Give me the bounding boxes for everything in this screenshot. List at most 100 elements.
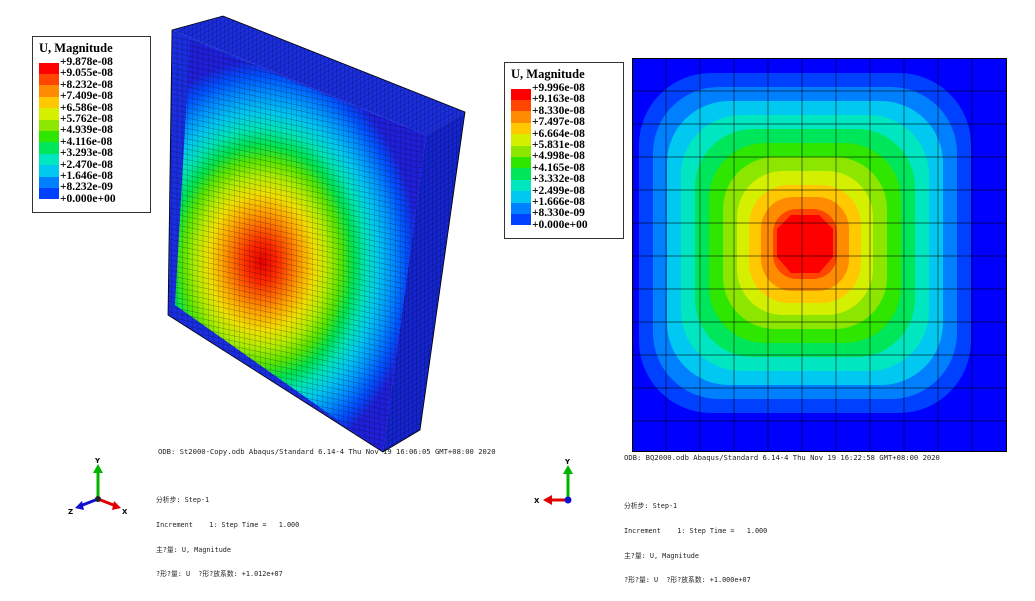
legend-value-label: +8.330e-08 [532, 104, 585, 117]
right-step-line-3: 主?量: U, Magnitude [624, 551, 699, 560]
legend-color-swatch [511, 111, 531, 123]
legend-color-swatch [39, 131, 59, 143]
right-step-line-2: Increment 1: Step Time = 1.000 [624, 527, 768, 536]
legend-entry: +9.996e-08 [511, 82, 617, 101]
legend-value-label: +4.998e-08 [532, 150, 585, 163]
legend-entry: +7.409e-08 [39, 90, 144, 109]
left-viewport[interactable]: U, Magnitude +9.878e-08 +9.055e-08 +8.232e… [0, 0, 500, 578]
legend-entry: +9.163e-08 [511, 93, 617, 112]
legend-color-swatch [511, 145, 531, 158]
right-x-axis-label: X [534, 497, 540, 505]
legend-value-label: +2.499e-08 [532, 184, 585, 197]
legend-value-label: +1.646e-08 [60, 169, 113, 182]
legend-value-label: +0.000e+00 [532, 218, 588, 231]
legend-value-label: +6.664e-08 [532, 127, 585, 140]
legend-entry: +4.939e-08 [39, 124, 144, 143]
legend-entry: +7.497e-08 [511, 116, 617, 135]
legend-color-swatch [511, 168, 531, 180]
legend-value-label: +9.878e-08 [60, 56, 113, 68]
left-step-line-3: 主?量: U, Magnitude [156, 545, 231, 554]
legend-entry: +0.000e+00 [39, 192, 144, 206]
legend-color-swatch [39, 96, 59, 109]
legend-color-swatch [39, 142, 59, 154]
legend-value-label: +3.293e-08 [60, 147, 113, 160]
legend-value-label: +9.996e-08 [532, 82, 585, 94]
legend-color-swatch [39, 187, 59, 200]
legend-color-swatch [511, 157, 531, 169]
left-step-line-4: ?形?量: U ?形?放系数: +1.012e+07 [156, 570, 283, 579]
legend-entry: +8.232e-09 [39, 181, 144, 200]
legend-entry: +8.330e-09 [511, 207, 617, 226]
legend-value-label: +4.165e-08 [532, 161, 585, 174]
right-viewport[interactable]: U, Magnitude +9.996e-08 +9.163e-08 +8.330e… [500, 0, 1035, 584]
legend-entry: +5.831e-08 [511, 138, 617, 158]
legend-color-swatch [39, 119, 59, 132]
legend-value-label: +7.497e-08 [532, 116, 585, 129]
left-odb-info: ODB: St2000-Copy.odb Abaqus/Standard 6.1… [158, 447, 496, 456]
legend-value-label: +8.232e-09 [60, 181, 113, 194]
legend-entry: +9.878e-08 [39, 56, 144, 75]
left-step-line-1: 分析步: Step-1 [156, 496, 210, 505]
legend-entry: +3.293e-08 [39, 147, 144, 166]
left-step-line-2: Increment 1: Step Time = 1.000 [156, 521, 300, 530]
left-x-axis-label: X [122, 508, 128, 516]
legend-entry: +5.762e-08 [39, 112, 144, 132]
legend-value-label: +4.116e-08 [60, 135, 113, 148]
right-step-info: 分析步: Step-1 Increment 1: Step Time = 1.0… [624, 486, 767, 601]
legend-color-swatch [511, 122, 531, 135]
legend-color-swatch [39, 176, 59, 188]
legend-value-label: +1.666e-08 [532, 195, 585, 208]
legend-color-swatch [511, 100, 531, 112]
left-legend-title: U, Magnitude [39, 41, 113, 55]
legend-entry: +0.000e+00 [511, 218, 617, 232]
legend-value-label: +5.762e-08 [60, 112, 113, 125]
legend-color-swatch [511, 134, 531, 146]
left-y-axis-label: Y [94, 457, 101, 465]
legend-entry: +8.232e-08 [39, 78, 144, 97]
legend-color-swatch [511, 213, 531, 226]
legend-entry: +8.330e-08 [511, 104, 617, 123]
legend-value-label: +8.232e-08 [60, 78, 113, 91]
left-axis-triad: Y X Z [68, 457, 128, 516]
left-z-axis-label: Z [68, 508, 73, 516]
legend-color-swatch [39, 165, 59, 177]
legend-color-swatch [39, 62, 59, 75]
legend-color-swatch [39, 74, 59, 86]
legend-value-label: +7.409e-08 [60, 90, 113, 103]
right-step-line-1: 分析步: Step-1 [624, 502, 678, 511]
legend-entry: +3.332e-08 [511, 173, 617, 192]
right-odb-info: ODB: BQ2000.odb Abaqus/Standard 6.14-4 T… [624, 453, 940, 462]
right-axis-triad: Y X [534, 458, 573, 505]
legend-entry: +2.470e-08 [39, 158, 144, 177]
legend-value-label: +4.939e-08 [60, 124, 113, 137]
legend-entry: +6.586e-08 [39, 101, 144, 120]
legend-value-label: +3.332e-08 [532, 173, 585, 186]
legend-value-label: +6.586e-08 [60, 101, 113, 114]
right-legend-title: U, Magnitude [511, 67, 585, 81]
legend-value-label: +8.330e-09 [532, 207, 585, 220]
legend-entry: +1.666e-08 [511, 195, 617, 214]
legend-value-label: +9.055e-08 [60, 67, 113, 80]
legend-value-label: +2.470e-08 [60, 158, 113, 171]
legend-value-label: +0.000e+00 [60, 192, 116, 205]
legend-entry: +4.165e-08 [511, 161, 617, 180]
plate-contour-plot[interactable] [632, 58, 1007, 452]
legend-color-swatch [39, 153, 59, 166]
legend-entry: +1.646e-08 [39, 169, 144, 188]
legend-color-swatch [39, 108, 59, 120]
legend-entry: +2.499e-08 [511, 184, 617, 203]
right-y-axis-label: Y [564, 458, 571, 466]
legend-entry: +4.998e-08 [511, 150, 617, 169]
left-step-info: 分析步: Step-1 Increment 1: Step Time = 1.0… [156, 480, 299, 595]
legend-color-swatch [511, 202, 531, 214]
legend-entry: +4.116e-08 [39, 135, 144, 154]
legend-value-label: +9.163e-08 [532, 93, 585, 106]
legend-color-swatch [511, 88, 531, 101]
right-step-line-4: ?形?量: U ?形?放系数: +1.000e+07 [624, 576, 751, 585]
right-legend: U, Magnitude +9.996e-08 +9.163e-08 +8.330e… [504, 62, 624, 239]
left-legend: U, Magnitude +9.878e-08 +9.055e-08 +8.232e… [32, 36, 151, 213]
legend-color-swatch [39, 85, 59, 97]
box-contour-plot[interactable] [0, 0, 500, 460]
legend-color-swatch [511, 191, 531, 203]
legend-value-label: +5.831e-08 [532, 138, 585, 151]
